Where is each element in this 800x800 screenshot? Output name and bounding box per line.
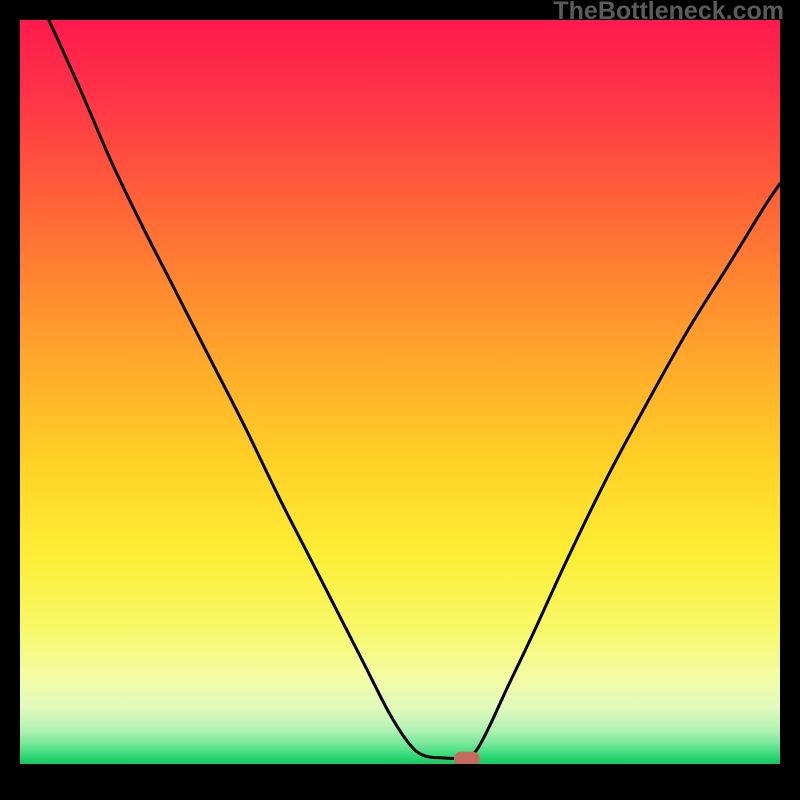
optimum-marker	[454, 752, 480, 766]
plot-background	[20, 20, 780, 764]
chart-stage: TheBottleneck.com	[0, 0, 800, 800]
bottleneck-curve-chart	[0, 0, 800, 800]
